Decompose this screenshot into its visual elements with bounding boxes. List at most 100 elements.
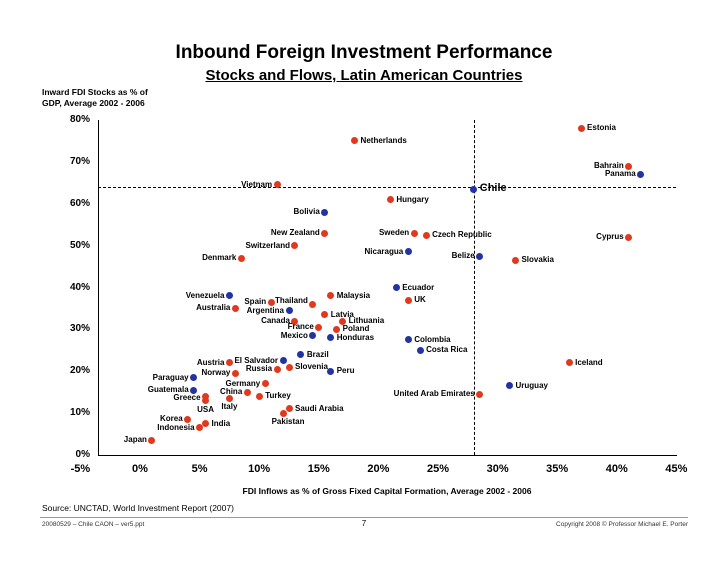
data-point-dot [333,325,341,333]
data-point-label: Switzerland [245,240,290,250]
data-point-dot [327,292,335,300]
x-tick-label: 15% [307,463,330,475]
data-point-label: Slovenia [295,362,328,372]
x-axis-title: FDI Inflows as % of Gross Fixed Capital … [242,486,532,496]
data-point-dot [476,252,484,260]
data-point-label: Turkey [265,391,291,401]
data-point-dot [392,284,400,291]
data-point-label: Paraguay [152,372,189,382]
data-point-label: Uruguay [515,380,548,390]
data-point-dot [243,388,251,396]
x-tick-label: 0% [132,463,148,475]
data-point-label: Spain [244,297,267,307]
data-point-label: Norway [201,368,231,378]
data-point-label: Iceland [575,357,603,367]
data-point-label: Poland [342,324,370,334]
data-point-dot [190,386,198,394]
data-point-dot [291,242,299,250]
data-point-label: Denmark [202,253,237,263]
data-point-label: Bahrain [593,161,624,171]
data-point-dot [422,231,430,239]
y-tick-label: 80% [69,114,90,125]
data-point-dot [285,405,293,413]
data-point-dot [565,359,573,367]
y-axis-line [98,120,99,456]
data-point-label: Austria [196,357,225,367]
horizontal-reference-line [98,187,676,188]
data-point-label: Ecuador [402,282,435,292]
data-point-label: Cyprus [596,232,624,242]
data-point-label: Brazil [306,349,329,359]
chart-title: Inbound Foreign Investment Performance [175,42,553,63]
data-point-label: United Arab Emirates [393,389,475,399]
data-point-label: Bolivia [293,207,320,217]
data-point-label: Latvia [330,309,354,319]
data-point-label: China [220,387,243,397]
data-point-label: Malaysia [336,290,371,300]
data-point-label: France [287,322,314,332]
data-point-dot [273,365,281,373]
data-point-label: El Salvador [234,355,279,365]
data-point-label: Guatemala [147,385,189,395]
data-point-dot [225,394,233,402]
data-point-dot [637,170,645,178]
data-point-dot [202,397,210,405]
data-point-label: Costa Rica [426,345,468,355]
data-point-label: Venezuela [185,290,225,300]
data-point-dot [309,300,317,308]
y-tick-label: 20% [69,365,90,377]
data-point-dot [225,359,233,367]
data-point-label: Estonia [587,123,616,133]
data-point-label: Netherlands [360,135,407,145]
y-tick-label: 60% [69,197,90,209]
data-point-dot [506,382,514,390]
y-tick-label: 40% [69,281,90,293]
data-point-dot [410,229,418,237]
data-point-dot [327,367,335,375]
data-point-label: UK [414,295,426,305]
data-point-label: Australia [196,303,231,313]
data-point-label: Honduras [336,332,375,342]
data-point-label: Belize [451,251,475,261]
data-point-dot [386,196,394,204]
y-axis-title: Inward FDI Stocks as % of GDP, Average 2… [42,87,148,109]
data-point-dot [202,420,210,428]
x-tick-label: 45% [665,463,688,475]
footer-copyright: Copyright 2008 © Professor Michael E. Po… [556,521,688,528]
data-point-label: Vietnam [241,179,273,189]
data-point-dot [321,229,329,237]
y-tick-label: 0% [75,449,90,460]
data-point-dot [184,415,192,423]
footer-filename: 20080529 – Chile CAON – ver5.ppt [42,521,145,528]
data-point-label: Chile [479,182,507,195]
data-point-dot [231,369,239,377]
footer-divider [40,517,688,518]
x-tick-label: 25% [426,463,450,475]
x-tick-label: 10% [248,463,271,475]
data-point-dot [297,351,305,358]
data-point-dot [404,248,412,256]
data-point-label: Panama [604,169,636,179]
data-point-dot [321,311,329,319]
data-point-label: Mexico [280,330,308,340]
data-point-dot [351,137,359,145]
source-note: Source: UNCTAD, World Investment Report … [42,503,234,513]
data-point-label: Lithuania [348,316,385,325]
y-axis-title-line2: GDP, Average 2002 - 2006 [42,98,145,109]
data-point-dot [404,336,412,344]
data-point-label: Hungary [396,194,429,204]
data-point-dot [279,409,287,417]
data-point-label: Canada [261,316,290,325]
y-tick-label: 30% [69,323,90,335]
data-point-label: Indonesia [157,422,195,432]
data-point-label: Czech Republic [432,230,492,240]
data-point-label: Saudi Arabia [295,403,344,413]
data-point-dot [261,380,269,388]
data-point-dot [225,292,233,300]
data-point-dot [321,208,329,216]
chart-subtitle: Stocks and Flows, Latin American Countri… [205,67,523,84]
y-tick-label: 50% [69,239,90,251]
data-point-label: India [211,418,231,428]
vertical-reference-line [473,120,475,455]
